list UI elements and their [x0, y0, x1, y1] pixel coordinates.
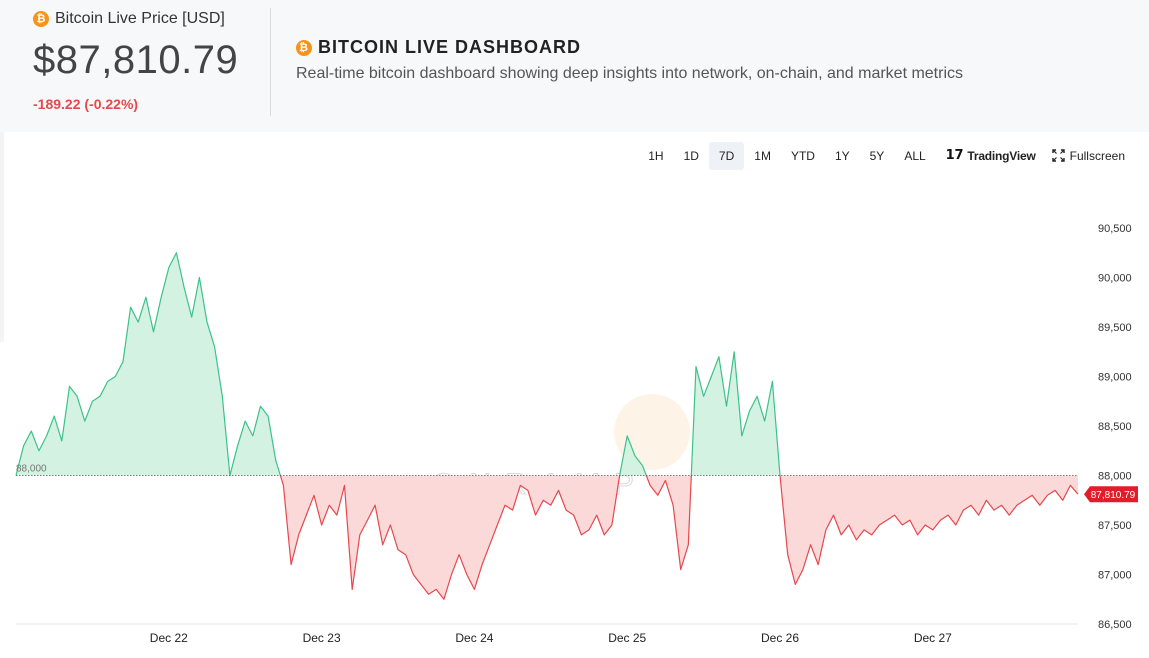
- dashboard-title-text: BITCOIN LIVE DASHBOARD: [318, 37, 582, 57]
- y-tick-label: 89,500: [1098, 322, 1132, 334]
- x-tick-label: Dec 22: [150, 631, 188, 645]
- range-button-all[interactable]: ALL: [904, 148, 926, 163]
- dashboard-title: ₿ BITCOIN LIVE DASHBOARD: [296, 37, 581, 58]
- down-line-segment: [779, 475, 1079, 585]
- range-button-1y[interactable]: 1Y: [834, 148, 850, 163]
- y-tick-label: 90,500: [1098, 223, 1132, 235]
- range-button-ytd[interactable]: YTD: [790, 148, 815, 163]
- range-button-5y[interactable]: 5Y: [869, 148, 885, 163]
- x-tick-label: Dec 23: [303, 631, 341, 645]
- price-chart[interactable]: ONRAMP 88,000 90,50090,00089,50089,00088…: [0, 132, 1149, 658]
- price-label-text: Bitcoin Live Price [USD]: [55, 10, 225, 27]
- up-line-segment: [690, 351, 781, 476]
- up-area-segment: [691, 351, 780, 476]
- last-price-tag: [1084, 486, 1138, 503]
- down-area-segment: [646, 475, 692, 570]
- axes: 90,500 90,000 89,500 89,000 88,500 88,000 87,5…: [16, 223, 1138, 645]
- fullscreen-icon: [1051, 149, 1065, 162]
- range-button-1m[interactable]: 1M: [754, 148, 771, 163]
- up-line-segment: [15, 252, 281, 477]
- y-tick-label: 89,000: [1098, 372, 1132, 384]
- up-area-segment: [619, 435, 647, 476]
- panel-edge: [0, 132, 4, 342]
- dashboard-subtitle: Real-time bitcoin dashboard showing deep…: [296, 65, 964, 82]
- tradingview-label: TradingView: [967, 148, 1036, 163]
- x-tick-label: Dec 27: [914, 631, 952, 645]
- price-change: -189.22 (-0.22%): [33, 96, 139, 112]
- fullscreen-label: Fullscreen: [1069, 148, 1125, 163]
- up-area-segment: [16, 252, 281, 476]
- bitcoin-icon: ₿: [33, 11, 49, 27]
- price-label: ₿ Bitcoin Live Price [USD]: [33, 10, 225, 28]
- x-tick-label: Dec 25: [608, 631, 646, 645]
- down-line-segment: [645, 475, 692, 571]
- tradingview-logo-icon: 17: [945, 148, 964, 163]
- y-tick-label: 88,000: [1098, 471, 1132, 483]
- range-selector: 1H 1D 7D 1M YTD 1Y 5Y ALL 17 TradingView…: [638, 141, 1131, 170]
- header-divider: [270, 8, 271, 116]
- header-panel: [0, 0, 1149, 132]
- current-price: $87,810.79: [33, 38, 239, 82]
- down-line-segment: [279, 475, 621, 600]
- y-tick-label: 86,500: [1098, 619, 1132, 631]
- x-tick-label: Dec 26: [761, 631, 799, 645]
- down-area-segment: [780, 475, 1078, 585]
- price-area: [15, 252, 1079, 600]
- fullscreen-button[interactable]: Fullscreen: [1046, 142, 1131, 170]
- y-tick-label: 87,000: [1098, 570, 1132, 582]
- last-price-label: 87,810.79: [1091, 490, 1136, 501]
- bitcoin-icon: ₿: [296, 39, 312, 56]
- y-tick-label: 87,500: [1098, 520, 1132, 532]
- down-area-segment: [280, 475, 620, 600]
- range-button-1d[interactable]: 1D: [683, 148, 699, 163]
- baseline-label: 88,000: [16, 464, 47, 475]
- y-tick-label: 88,500: [1098, 421, 1132, 433]
- x-tick-label: Dec 24: [455, 631, 493, 645]
- baseline-layer: 88,000: [16, 464, 1078, 476]
- up-line-segment: [619, 435, 647, 476]
- range-button-1h[interactable]: 1H: [648, 148, 664, 163]
- tradingview-link[interactable]: 17 TradingView: [936, 141, 1046, 170]
- range-button-7d[interactable]: 7D: [708, 141, 745, 170]
- y-tick-label: 90,000: [1098, 273, 1132, 285]
